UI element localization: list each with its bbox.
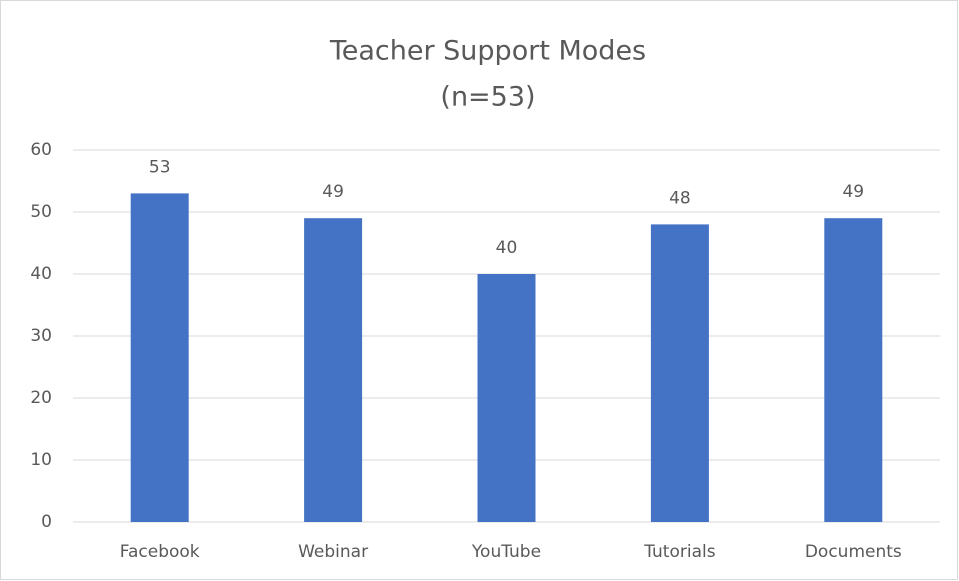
data-label: 49 <box>322 182 344 202</box>
bar <box>304 218 363 522</box>
y-tick-label: 20 <box>30 388 52 408</box>
chart-title: Teacher Support Modes <box>329 36 646 67</box>
y-tick-label: 30 <box>30 326 52 346</box>
x-tick-label: YouTube <box>471 542 541 562</box>
y-tick-label: 50 <box>30 202 52 222</box>
bar <box>824 218 883 522</box>
x-tick-label: Facebook <box>120 542 200 562</box>
chart-subtitle: (n=53) <box>440 82 535 113</box>
x-tick-label: Webinar <box>298 542 368 562</box>
x-tick-label: Documents <box>805 542 902 562</box>
data-label: 48 <box>669 188 691 208</box>
y-tick-label: 10 <box>30 450 52 470</box>
x-tick-label: Tutorials <box>643 542 715 562</box>
data-label: 49 <box>842 182 864 202</box>
y-tick-label: 60 <box>30 140 52 160</box>
y-tick-label: 0 <box>41 512 52 532</box>
data-label: 40 <box>496 238 518 258</box>
data-label: 53 <box>149 157 171 177</box>
y-tick-label: 40 <box>30 264 52 284</box>
bar <box>650 224 709 522</box>
bar <box>477 274 536 522</box>
bar <box>130 193 189 522</box>
